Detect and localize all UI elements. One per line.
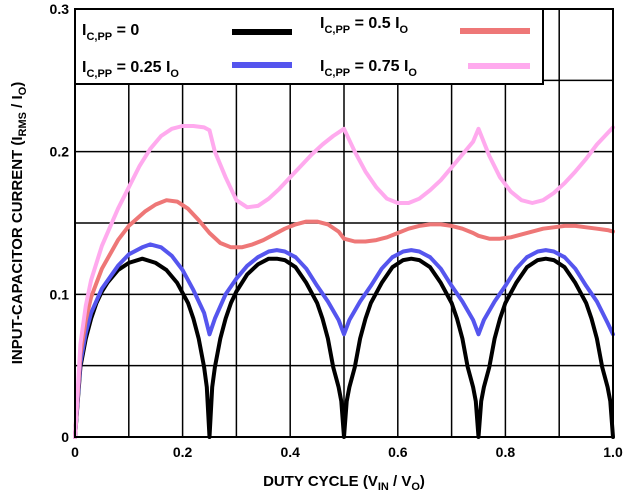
legend-label-sub: C,PP: [324, 24, 350, 36]
legend-label-rest: = 0: [112, 22, 139, 39]
x-tick-label: 0.8: [496, 444, 516, 460]
x-tick-label: 1.0: [603, 444, 623, 460]
y-axis-label-mid: / I: [9, 95, 26, 112]
y-tick-label: 0.1: [50, 286, 70, 302]
y-axis-label-main: INPUT-CAPACITOR CURRENT (I: [9, 136, 26, 364]
series-line-icpp-05: [73, 198, 615, 439]
legend-label-io: I: [404, 58, 408, 75]
tick-labels: 0 0.2 0.4 0.6 0.8 1.0 0 0.1 0.2 0.3: [50, 1, 623, 460]
y-axis-label-sub-rms: RMS: [17, 112, 29, 136]
legend-entry-icpp-075: IC,PP = 0.75 IO: [320, 58, 417, 79]
y-tick-label: 0.3: [50, 1, 70, 17]
legend-label-base: I: [320, 58, 324, 75]
x-tick-label: 0.4: [280, 444, 300, 460]
series-line-icpp-075: [73, 124, 615, 439]
legend-label-io-sub: O: [400, 24, 409, 36]
legend-label-sub: C,PP: [86, 31, 112, 43]
legend-label-rest: = 0.5: [350, 15, 395, 32]
x-axis-label-sub-vo: O: [411, 481, 420, 493]
legend-entry-icpp-0: IC,PP = 0: [82, 22, 139, 43]
legend-label-rest: = 0.75: [350, 58, 404, 75]
x-axis-label-sub-vin: IN: [378, 481, 389, 493]
y-axis-label-end: ): [9, 82, 26, 87]
legend-label-io-sub: O: [408, 67, 417, 79]
legend-entry-icpp-05: IC,PP = 0.5 IO: [320, 15, 409, 36]
y-tick-label: 0.2: [50, 144, 70, 160]
legend-label-base: I: [82, 59, 86, 76]
legend-label-base: I: [82, 22, 86, 39]
legend-label-rest: = 0.25: [112, 59, 166, 76]
x-axis-label-main: DUTY CYCLE (V: [263, 473, 378, 490]
x-axis-label-mid: / V: [389, 473, 412, 490]
series-layer: [73, 124, 615, 439]
legend-label-base: I: [320, 15, 324, 32]
x-axis-label: DUTY CYCLE (VIN / VO): [263, 473, 425, 493]
x-tick-label: 0.6: [388, 444, 408, 460]
legend-label-sub: C,PP: [86, 68, 112, 80]
x-tick-label: 0: [71, 444, 79, 460]
legend-entry-icpp-025: IC,PP = 0.25 IO: [82, 59, 179, 80]
legend-label-io-sub: O: [170, 68, 179, 80]
legend-label-io: I: [166, 59, 170, 76]
x-tick-label: 0.2: [173, 444, 193, 460]
y-tick-label: 0: [61, 429, 69, 445]
legend-box: [74, 8, 544, 85]
y-axis-label: INPUT-CAPACITOR CURRENT (IRMS / IO): [9, 82, 29, 364]
series-line-icpp-0: [73, 256, 615, 439]
legend-label-sub: C,PP: [324, 67, 350, 79]
series-line-icpp-025: [73, 242, 615, 439]
legend-label-io: I: [395, 15, 399, 32]
x-axis-label-end: ): [420, 473, 425, 490]
y-axis-label-sub-io: O: [17, 86, 29, 95]
